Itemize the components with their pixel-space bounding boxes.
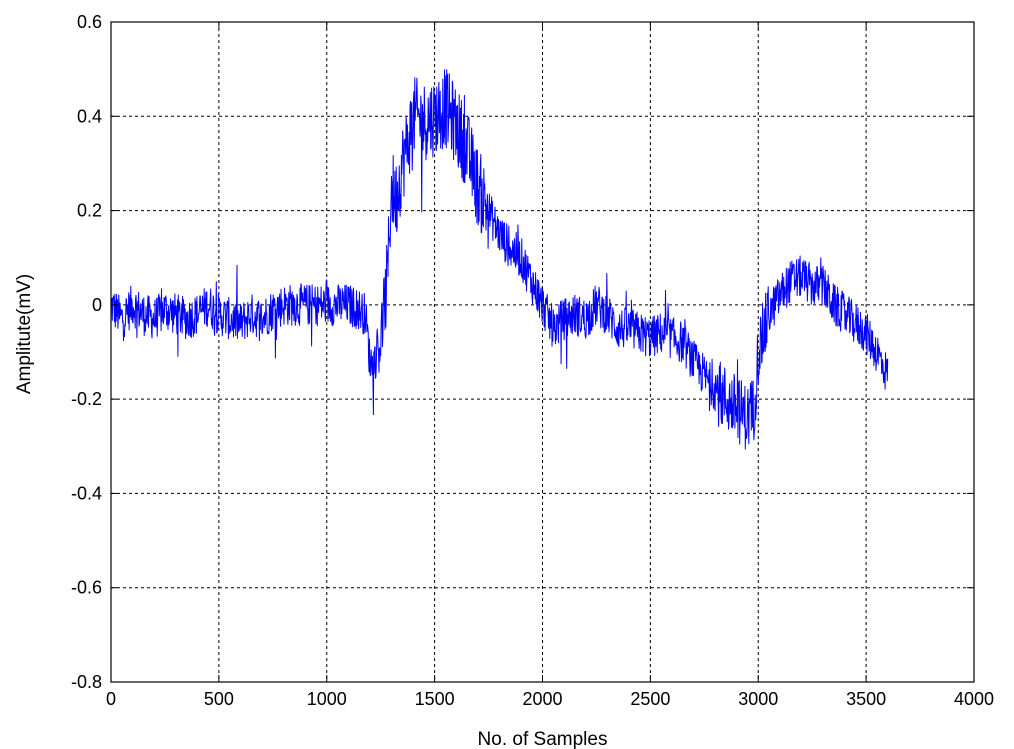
y-tick-label: 0 (92, 295, 102, 315)
x-tick-label: 2000 (522, 689, 562, 709)
x-tick-label: 3500 (846, 689, 886, 709)
x-tick-label: 1500 (415, 689, 455, 709)
y-tick-label: 0.2 (77, 201, 102, 221)
y-tick-label: 0.4 (77, 106, 102, 126)
signal-line (110, 69, 889, 450)
signal-series (110, 69, 889, 450)
x-axis-ticks: 0 500 1000 1500 2000 2500 3000 3500 4000 (106, 22, 994, 709)
x-tick-label: 500 (204, 689, 234, 709)
x-tick-label: 3000 (738, 689, 778, 709)
x-tick-label: 2500 (630, 689, 670, 709)
y-tick-label: 0.6 (77, 12, 102, 32)
y-axis-label: Amplitute(mV) (14, 274, 35, 394)
x-axis-label: No. of Samples (478, 729, 608, 749)
y-tick-label: -0.4 (71, 483, 102, 503)
y-axis-ticks: -0.8 -0.6 -0.4 -0.2 0 0.2 0.4 0.6 (71, 12, 974, 692)
y-tick-label: -0.2 (71, 389, 102, 409)
y-tick-label: -0.8 (71, 672, 102, 692)
x-tick-label: 0 (106, 689, 116, 709)
y-tick-label: -0.6 (71, 578, 102, 598)
x-tick-label: 4000 (954, 689, 994, 709)
x-tick-label: 1000 (307, 689, 347, 709)
